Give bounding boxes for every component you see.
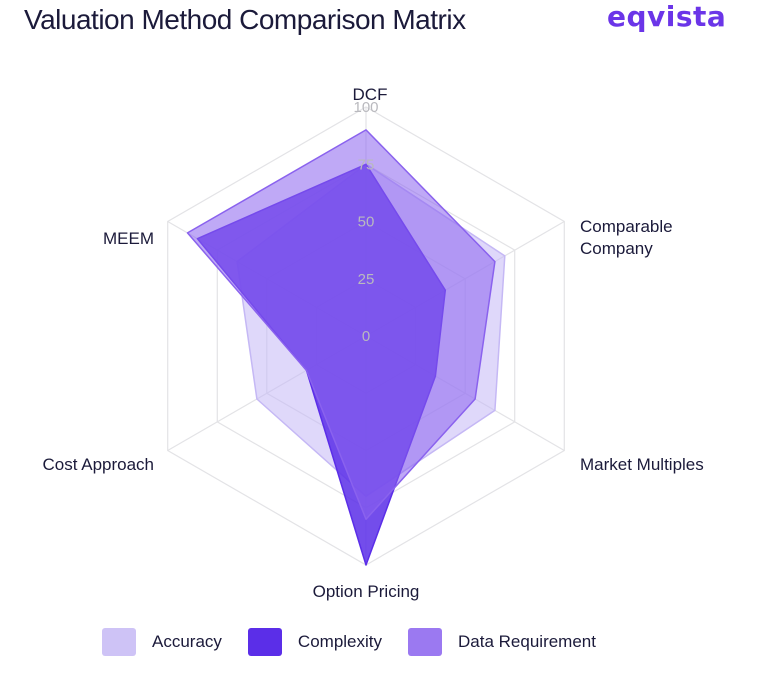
axis-label: MEEM [103, 229, 154, 248]
radial-tick-labels: 0 25 50 75 100 [353, 99, 378, 345]
axis-label: Cost Approach [42, 455, 154, 474]
legend-item-complexity[interactable]: Complexity [247, 628, 383, 656]
radar-series [186, 129, 506, 566]
legend-label-complexity: Complexity [297, 632, 383, 651]
axis-label: Option Pricing [313, 582, 420, 601]
axis-label-line: Company [580, 239, 653, 258]
legend: Accuracy Complexity Data Requirement [102, 627, 622, 657]
legend-label-accuracy: Accuracy [152, 632, 222, 651]
legend-swatch-accuracy [102, 628, 136, 656]
axis-label: Comparable Company [580, 217, 673, 258]
axis-label-line: Option Pricing [313, 582, 420, 601]
radial-tick-label: 50 [358, 214, 375, 231]
axis-label-line: DCF [353, 85, 388, 104]
axis-label: Market Multiples [580, 455, 704, 474]
radial-tick-label: 0 [362, 328, 370, 345]
axis-labels: DCF Comparable Company Market Multiples Opti… [42, 85, 703, 601]
radial-tick-label: 75 [358, 156, 375, 173]
axis-label: DCF [353, 85, 388, 104]
chart-title: Valuation Method Comparison Matrix [24, 4, 466, 35]
axis-label-line: Comparable [580, 217, 673, 236]
legend-label-data-requirement: Data Requirement [458, 632, 596, 651]
legend-swatch-complexity [247, 628, 282, 656]
axis-label-line: MEEM [103, 229, 154, 248]
series-area-data-requirement [186, 129, 496, 520]
brand-logo: eqvista [607, 0, 727, 33]
radar-chart: 0 25 50 75 100 DCF Comparable Company Market Mu… [42, 85, 703, 601]
legend-item-data-requirement[interactable]: Data Requirement [408, 628, 596, 656]
axis-label-line: Cost Approach [42, 455, 154, 474]
axis-label-line: Market Multiples [580, 455, 704, 474]
legend-swatch-data-requirement [408, 628, 443, 656]
legend-item-accuracy[interactable]: Accuracy [102, 628, 222, 656]
radial-tick-label: 100 [353, 99, 378, 116]
radial-tick-label: 25 [358, 271, 375, 288]
